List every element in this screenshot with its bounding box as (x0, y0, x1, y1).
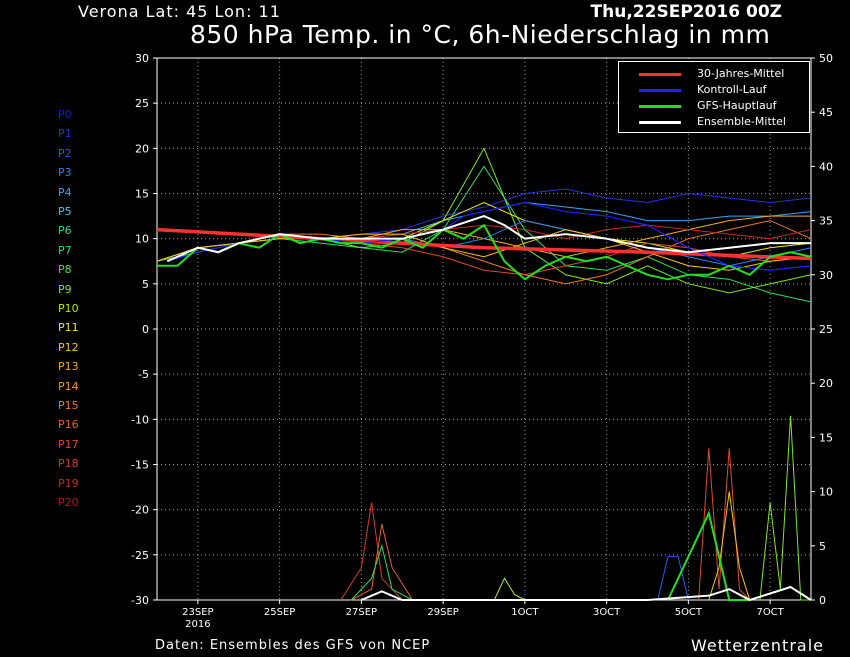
data-source-label: Daten: Ensembles des GFS von NCEP (155, 638, 431, 653)
y-left-tick-label: 25 (135, 97, 149, 110)
y-left-tick-label: 0 (142, 323, 149, 336)
member-label-p4: P4 (58, 185, 72, 199)
member-label-p0: P0 (58, 108, 72, 121)
legend-swatch (639, 121, 681, 124)
y-left-tick-label: -20 (131, 504, 149, 517)
y-left-tick-label: 30 (135, 52, 149, 65)
precip-line-p18 (340, 502, 403, 601)
member-label-p19: P19 (58, 476, 79, 490)
y-left-tick-label: -10 (131, 413, 149, 426)
y-right-tick-label: 45 (819, 106, 833, 119)
y-right-tick-label: 30 (819, 269, 833, 282)
precip-line-p7 (350, 543, 413, 601)
precip-line-p12 (708, 491, 751, 601)
member-label-p6: P6 (58, 224, 72, 238)
series-gfs-hauptlauf (157, 224, 812, 281)
legend-label: 30-Jahres-Mittel (697, 67, 785, 80)
x-tick-label: 5OCT (675, 607, 703, 618)
legend-entry: Ensemble-Mittel (619, 115, 809, 131)
member-label-p17: P17 (58, 437, 79, 451)
y-left-tick-label: 10 (135, 233, 149, 246)
x-tick-label: 1OCT (511, 607, 539, 618)
member-temp-line-p15 (156, 220, 812, 285)
x-tick-label: 7OCT (756, 607, 784, 618)
legend-label: Ensemble-Mittel (697, 115, 786, 128)
legend-label: GFS-Hauptlauf (697, 99, 777, 112)
y-right-tick-label: 50 (819, 52, 833, 65)
y-right-tick-label: 10 (819, 486, 833, 499)
precip-line-gfs-hauptlauf (667, 510, 750, 601)
precip-line-p16 (350, 524, 413, 601)
series--jahres-mittel (156, 227, 812, 261)
legend-swatch (639, 73, 681, 76)
y-left-tick-label: -25 (131, 549, 149, 562)
member-temp-line-p9 (156, 147, 812, 294)
y-right-tick-label: 40 (819, 160, 833, 173)
y-right-tick-label: 15 (819, 431, 833, 444)
y-left-tick-label: -30 (131, 594, 149, 607)
brand-label: Wetterzentrale (690, 636, 824, 655)
member-label-p5: P5 (58, 205, 72, 218)
member-label-p14: P14 (58, 379, 79, 393)
member-label-p13: P13 (58, 360, 79, 374)
member-label-p12: P12 (58, 340, 79, 354)
legend-entry: 30-Jahres-Mittel (619, 67, 809, 83)
series-ensemble-mittel (166, 215, 811, 263)
station-label: Verona Lat: 45 Lon: 11 (78, 2, 281, 21)
precip-line-ensemble-mittel (360, 585, 812, 602)
legend-swatch (639, 89, 681, 92)
x-tick-label: 2016 (185, 619, 210, 630)
y-left-tick-label: -15 (131, 459, 149, 472)
member-label-p3: P3 (58, 166, 72, 180)
y-left-tick-label: 20 (135, 142, 149, 155)
x-tick-label: 3OCT (593, 607, 621, 618)
run-date-label: Thu,22SEP2016 00Z (590, 2, 782, 22)
x-tick-label: 23SEP (182, 607, 213, 618)
y-right-tick-label: 5 (819, 540, 826, 553)
precip-line-p2 (657, 556, 689, 601)
member-label-p11: P11 (58, 321, 79, 335)
member-label-p15: P15 (58, 399, 79, 412)
member-label-p16: P16 (58, 418, 79, 432)
precip-line-p9 (759, 415, 811, 601)
member-label-p10: P10 (58, 302, 79, 315)
x-tick-label: 29SEP (427, 607, 458, 618)
legend-swatch (639, 105, 681, 108)
y-right-tick-label: 0 (819, 594, 826, 607)
member-temp-line-p12 (156, 229, 812, 271)
member-label-p1: P1 (58, 127, 72, 141)
precip-line-p17 (698, 448, 751, 601)
chart-title: 850 hPa Temp. in °C, 6h-Niederschlag in … (190, 20, 771, 49)
y-left-tick-label: 5 (142, 278, 149, 291)
legend-entry: GFS-Hauptlauf (619, 99, 809, 115)
y-right-tick-label: 35 (819, 215, 833, 228)
plot-frame (156, 57, 812, 601)
member-label-p18: P18 (58, 457, 79, 471)
legend-label: Kontroll-Lauf (697, 83, 767, 96)
member-label-p7: P7 (58, 243, 72, 257)
x-tick-label: 25SEP (264, 607, 295, 618)
precip-line-p10 (493, 577, 526, 601)
y-right-tick-label: 25 (819, 323, 833, 336)
member-label-p9: P9 (58, 282, 72, 296)
y-right-tick-label: 20 (819, 377, 833, 390)
member-label-p20: P20 (58, 496, 79, 509)
member-label-p2: P2 (58, 146, 72, 160)
member-label-p8: P8 (58, 263, 72, 277)
x-tick-label: 27SEP (346, 607, 377, 618)
legend-entry: Kontroll-Lauf (619, 83, 809, 99)
y-left-tick-label: -5 (138, 368, 149, 381)
y-left-tick-label: 15 (135, 188, 149, 201)
chart-legend: 30-Jahres-Mittel Kontroll-Lauf GFS-Hauptla… (618, 61, 810, 133)
